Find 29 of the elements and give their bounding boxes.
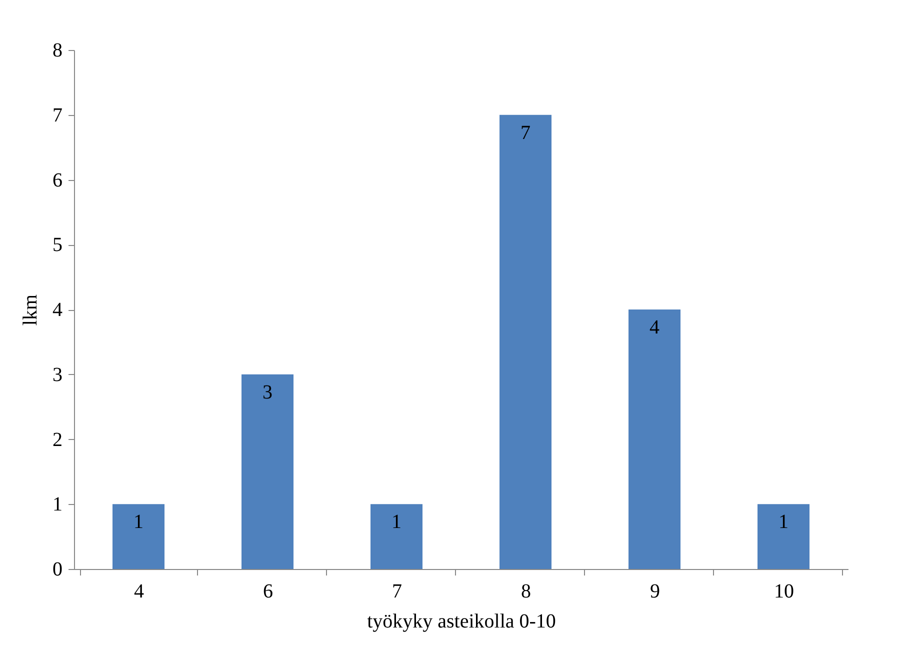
data-label: 3 [262,381,272,404]
data-label: 4 [650,316,660,338]
y-tick-label: 4 [52,299,62,321]
y-tick-label: 0 [52,558,62,580]
bar [500,114,552,569]
y-tick-label: 1 [52,494,62,516]
bar [370,504,422,569]
x-tick-label: 6 [263,580,273,602]
data-label: 1 [778,511,788,534]
x-axis-title: työkyky asteikolla 0-10 [367,610,556,632]
bar [112,504,164,569]
bar [758,504,810,569]
y-tick-label: 6 [52,169,62,192]
y-tick-label: 5 [52,234,62,256]
x-tick-label: 8 [521,580,531,602]
data-label: 7 [520,122,530,144]
y-tick-label: 2 [52,428,62,451]
y-tick-label: 7 [52,104,62,126]
bar [628,310,680,569]
x-tick-label: 4 [134,580,144,602]
x-tick-label: 7 [392,580,402,602]
y-tick-label: 8 [52,40,62,62]
x-tick-label: 10 [774,580,794,602]
bar [242,374,294,569]
x-tick-label: 9 [650,580,660,602]
data-label: 1 [392,511,402,534]
data-label: 1 [134,511,144,534]
y-tick-label: 3 [52,364,62,386]
y-axis-title: lkm [20,294,42,326]
